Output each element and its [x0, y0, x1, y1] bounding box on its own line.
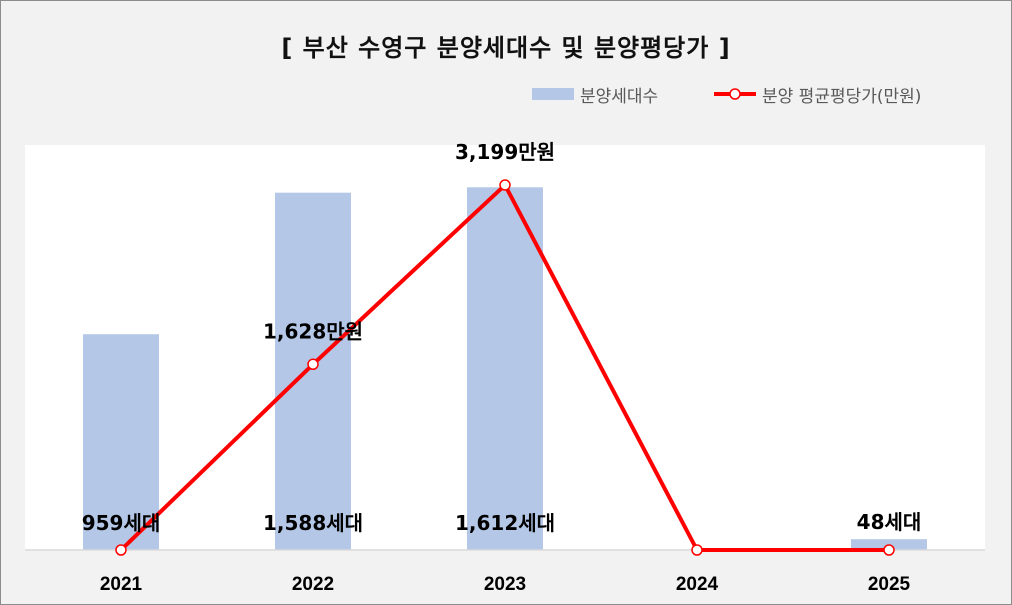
legend-label-bars: 분양세대수 — [580, 86, 659, 107]
bar-2021 — [83, 334, 159, 550]
bar-data-label: 959세대 — [82, 511, 161, 535]
line-point-2025 — [883, 544, 895, 556]
bar-data-label: 1,588세대 — [263, 511, 363, 535]
x-tick-label: 2021 — [100, 574, 143, 595]
legend-label-line: 분양 평균평당가(만원) — [762, 86, 922, 107]
line-point-2024 — [691, 544, 703, 556]
x-tick-label: 2024 — [676, 574, 719, 595]
legend-item-line: 분양 평균평당가(만원) — [712, 82, 922, 107]
bar-2022 — [275, 192, 351, 550]
bar-2023 — [467, 187, 543, 551]
line-point-2021 — [115, 544, 127, 556]
line-point-2023 — [499, 179, 511, 191]
line-data-label: 3,199만원 — [455, 140, 555, 164]
line-point-2022 — [307, 358, 319, 371]
bar-data-label: 48세대 — [857, 510, 922, 534]
legend-bar-swatch — [532, 88, 574, 100]
chart-title: [ 부산 수영구 분양세대수 및 분양평당가 ] — [281, 34, 731, 62]
bar-data-label: 1,612세대 — [455, 511, 555, 535]
x-tick-label: 2025 — [868, 574, 911, 595]
x-tick-label: 2023 — [484, 574, 526, 595]
legend-item-bars: 분양세대수 — [532, 82, 659, 107]
x-tick-label: 2022 — [292, 574, 334, 595]
legend-line-swatch — [714, 88, 756, 100]
line-data-label: 1,628만원 — [263, 319, 363, 343]
